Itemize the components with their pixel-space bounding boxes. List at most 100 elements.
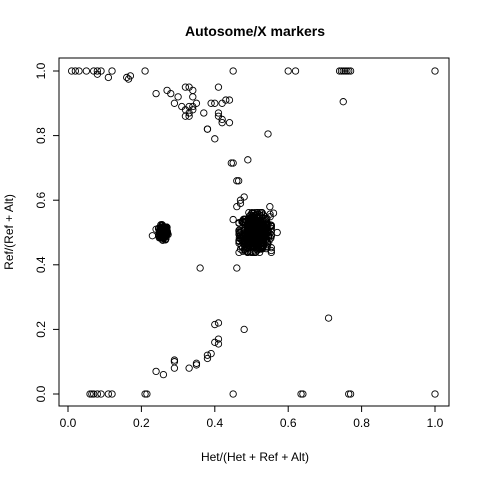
data-point: [241, 219, 249, 227]
data-point: [251, 229, 259, 237]
data-point: [152, 367, 160, 376]
data-point: [240, 245, 249, 254]
data-point: [185, 112, 193, 120]
data-point: [299, 390, 307, 398]
data-point: [245, 240, 254, 249]
data-point: [200, 109, 208, 117]
data-point: [214, 340, 223, 348]
data-point: [341, 67, 349, 75]
data-point: [267, 248, 275, 257]
data-point: [339, 67, 347, 75]
data-point: [345, 390, 353, 398]
data-point: [239, 243, 247, 252]
data-point: [255, 248, 264, 257]
data-point: [143, 390, 151, 398]
data-point: [227, 159, 235, 167]
data-point: [251, 248, 260, 257]
data-point: [258, 241, 266, 249]
data-point: [211, 338, 219, 346]
data-point: [192, 99, 201, 107]
data-point: [251, 232, 259, 240]
data-point: [251, 219, 259, 227]
data-point: [97, 67, 105, 75]
data-point: [93, 67, 102, 75]
data-point: [235, 239, 243, 247]
data-point: [170, 99, 179, 107]
data-point: [236, 196, 245, 204]
data-point: [254, 246, 262, 254]
data-point: [218, 119, 226, 127]
data-point: [235, 234, 243, 242]
data-point: [267, 221, 275, 230]
y-axis: 0.0 0.2 0.4 0.6 0.8 1.0: [34, 62, 60, 402]
data-point: [214, 319, 223, 327]
x-tick-label: 0.2: [133, 416, 150, 430]
data-point: [86, 390, 94, 398]
chart-title: Autosome/X markers: [185, 23, 325, 39]
data-point: [255, 212, 263, 220]
data-point: [189, 93, 197, 101]
data-point: [284, 67, 292, 75]
data-point: [189, 106, 197, 114]
data-point: [229, 159, 237, 167]
data-point: [161, 229, 169, 238]
data-point: [235, 219, 243, 227]
data-point: [203, 351, 212, 359]
data-point: [222, 96, 230, 104]
data-point: [207, 99, 215, 107]
data-point: [251, 224, 259, 233]
data-point: [250, 211, 259, 220]
x-tick-label: 0.8: [353, 416, 370, 430]
data-point: [233, 203, 241, 211]
data-point: [233, 264, 241, 272]
data-point: [346, 390, 355, 398]
x-axis: 0.0 0.2 0.4 0.6 0.8 1.0: [60, 405, 444, 430]
data-point: [148, 232, 157, 240]
data-point: [167, 89, 175, 98]
data-point: [185, 364, 193, 372]
data-point: [71, 67, 79, 75]
data-point: [337, 67, 346, 75]
data-point: [97, 390, 105, 398]
data-point: [108, 67, 116, 75]
y-tick-label: 0.6: [34, 192, 48, 209]
data-point: [244, 156, 252, 164]
data-point: [297, 390, 305, 398]
data-point: [174, 93, 182, 101]
data-point: [250, 248, 258, 257]
data-point: [233, 177, 241, 185]
data-point: [266, 210, 274, 218]
x-tick-label: 0.6: [280, 416, 297, 430]
data-point: [104, 390, 113, 398]
data-point: [267, 244, 275, 252]
y-tick-label: 0.0: [34, 385, 48, 402]
x-tick-label: 0.4: [206, 416, 223, 430]
data-point: [343, 67, 351, 75]
data-point: [160, 229, 169, 237]
data-point: [431, 390, 439, 398]
data-point: [229, 215, 237, 224]
data-point: [225, 119, 234, 127]
data-point: [258, 224, 266, 232]
data-point: [243, 239, 252, 247]
data-point: [225, 96, 234, 104]
x-tick-label: 0.0: [60, 416, 77, 430]
data-point: [88, 390, 96, 398]
data-point: [196, 264, 204, 272]
data-point: [123, 73, 131, 82]
data-point: [335, 67, 344, 75]
data-point: [159, 370, 168, 379]
data-point: [181, 83, 190, 91]
data-point: [90, 390, 98, 398]
data-point: [141, 390, 149, 398]
data-point: [240, 325, 248, 334]
data-point: [258, 220, 266, 229]
data-point: [235, 226, 243, 235]
data-point: [211, 99, 219, 107]
data-point: [152, 89, 160, 98]
data-point: [141, 67, 149, 75]
data-point: [82, 67, 91, 75]
data-point: [264, 130, 272, 138]
data-point: [346, 67, 355, 75]
